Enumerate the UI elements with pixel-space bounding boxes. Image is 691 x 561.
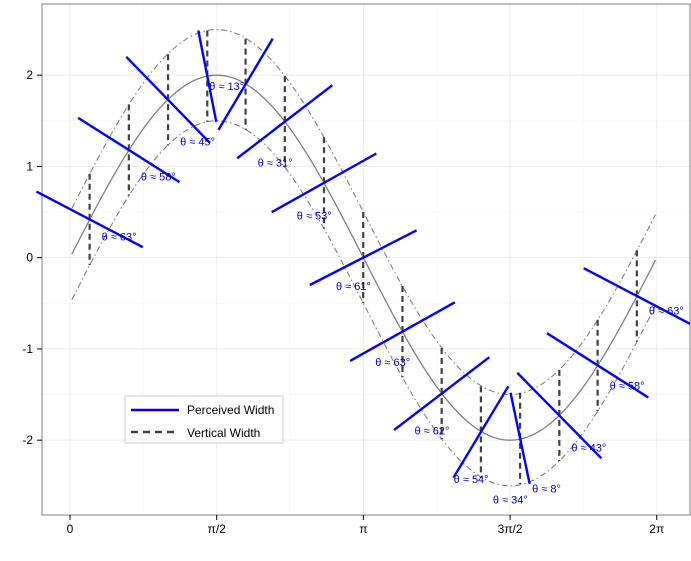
theta-label: θ ≈ 45° bbox=[180, 136, 215, 148]
legend-box bbox=[124, 395, 284, 444]
perceived-width-segment bbox=[35, 190, 144, 249]
perceived-width-segment bbox=[125, 55, 211, 144]
perceived-width-segment bbox=[236, 84, 334, 160]
x-tick-label: 2π bbox=[649, 522, 664, 536]
theta-label: θ ≈ 54° bbox=[454, 474, 489, 486]
legend-label-vertical-width: Vertical Width bbox=[187, 426, 260, 440]
plot-frame bbox=[41, 3, 691, 516]
perceived-width-segment bbox=[583, 267, 691, 325]
perceived-width-segment bbox=[393, 356, 491, 432]
perceived-width-segments bbox=[35, 30, 691, 485]
theta-label: θ ≈ 61° bbox=[336, 281, 371, 293]
perceived-width-segment bbox=[197, 30, 218, 122]
theta-label: θ ≈ 58° bbox=[141, 172, 176, 184]
lower-band-line bbox=[71, 120, 657, 487]
axes: 0 π/2 π 3π/2 2π -2 -1 0 1 2 bbox=[22, 3, 691, 536]
y-tick-label: -1 bbox=[22, 342, 33, 356]
perceived-width-segment bbox=[349, 301, 456, 362]
theta-label: θ ≈ 62° bbox=[414, 425, 449, 437]
theta-label: θ ≈ 63° bbox=[649, 306, 684, 318]
theta-label: θ ≈ 43° bbox=[571, 442, 606, 454]
x-tick-label: π/2 bbox=[208, 522, 227, 536]
theta-label: θ ≈ 34° bbox=[493, 494, 528, 506]
y-tick-label: 0 bbox=[26, 251, 33, 265]
x-tick-label: π bbox=[359, 522, 367, 536]
theta-label: θ ≈ 63° bbox=[375, 357, 410, 369]
y-tick-label: 1 bbox=[26, 159, 33, 173]
perceived-width-segment bbox=[309, 229, 418, 287]
theta-label: θ ≈ 58° bbox=[610, 381, 645, 393]
perceived-width-segment bbox=[271, 152, 377, 214]
theta-label: θ ≈ 13° bbox=[209, 81, 244, 93]
theta-labels: θ ≈ 63° θ ≈ 58° θ ≈ 45° θ ≈ 13° θ ≈ 31° θ ≈ 5… bbox=[102, 81, 684, 506]
legend-label-perceived-width: Perceived Width bbox=[187, 403, 274, 417]
x-tick-label: 0 bbox=[67, 522, 74, 536]
theta-label: θ ≈ 63° bbox=[102, 231, 137, 243]
perceived-width-segment bbox=[546, 332, 649, 399]
perceived-width-segment bbox=[516, 371, 603, 460]
perceived-width-segment bbox=[217, 38, 274, 131]
theta-label: θ ≈ 31° bbox=[258, 158, 293, 170]
theta-label: θ ≈ 8° bbox=[532, 483, 561, 495]
y-tick-label: 2 bbox=[26, 68, 33, 82]
perceived-width-segment bbox=[509, 392, 531, 485]
perceived-width-segment bbox=[77, 116, 181, 184]
y-tick-label: -2 bbox=[22, 433, 33, 447]
legend: Perceived Width Vertical Width bbox=[124, 395, 284, 444]
x-tick-label: 3π/2 bbox=[498, 522, 523, 536]
theta-label: θ ≈ 53° bbox=[297, 211, 332, 223]
perceived-width-segment bbox=[452, 385, 510, 479]
